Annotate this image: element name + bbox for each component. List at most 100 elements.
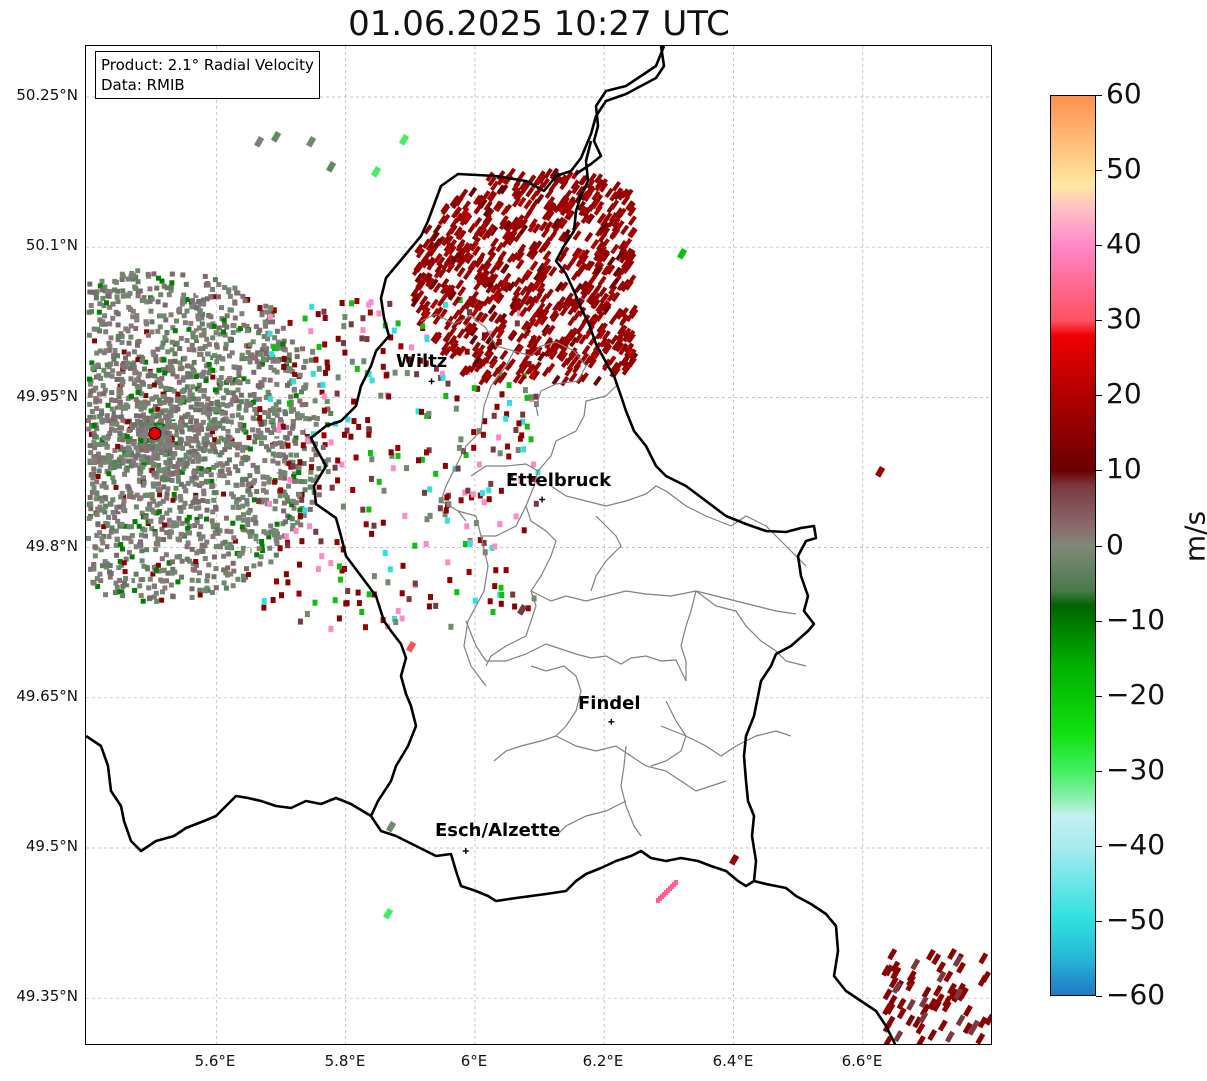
radar-echo-pixel <box>882 988 893 1001</box>
radar-echo-pixel <box>139 558 145 564</box>
canton-boundary <box>695 590 807 667</box>
radar-echo-pixel <box>155 328 161 334</box>
lon-tick-label: 6.2°E <box>582 1052 624 1070</box>
radar-echo-pixel <box>197 308 203 314</box>
radar-echo-pixel <box>280 344 286 350</box>
radar-echo-pixel <box>335 335 341 342</box>
radar-echo-pixel <box>620 356 630 367</box>
radar-echo-pixel <box>182 500 188 506</box>
radar-echo-pixel <box>148 437 154 443</box>
radar-echo-pixel <box>153 404 158 410</box>
radar-echo-pixel <box>427 512 433 519</box>
radar-echo-pixel <box>225 572 230 578</box>
radar-echo-pixel <box>123 452 129 458</box>
radar-echo-pixel <box>595 178 605 190</box>
radar-echo-pixel <box>122 433 127 439</box>
radar-echo-pixel <box>272 427 278 433</box>
radar-echo-pixel <box>420 252 430 264</box>
radar-echo-pixel <box>457 297 463 303</box>
radar-echo-pixel <box>247 533 253 539</box>
radar-echo-pixel <box>138 577 144 583</box>
radar-echo-pixel <box>236 505 242 510</box>
radar-echo-pixel <box>586 260 596 272</box>
radar-echo-pixel <box>296 590 302 597</box>
radar-echo-pixel <box>269 309 275 315</box>
radar-echo-pixel <box>198 425 204 431</box>
radar-echo-pixel <box>178 531 184 537</box>
radar-echo-pixel <box>163 460 169 465</box>
radar-echo-pixel <box>344 427 350 434</box>
radar-echo-pixel <box>471 347 481 359</box>
radar-echo-pixel <box>349 300 355 307</box>
radar-echo-pixel <box>214 406 220 412</box>
radar-echo-pixel <box>277 440 283 446</box>
radar-echo-pixel <box>533 240 543 251</box>
radar-echo-pixel <box>193 328 199 334</box>
radar-echo-pixel <box>495 328 505 340</box>
radar-echo-pixel <box>100 540 106 546</box>
radar-echo-pixel <box>303 416 309 421</box>
radar-echo-pixel <box>247 342 253 348</box>
radar-echo-pixel <box>469 241 479 252</box>
radar-echo-pixel <box>273 528 279 534</box>
radar-echo-pixel <box>521 527 527 534</box>
radar-echo-pixel <box>149 495 155 501</box>
radar-echo-pixel <box>264 309 270 315</box>
radar-echo-pixel <box>409 344 414 351</box>
radar-echo-pixel <box>325 364 331 371</box>
radar-echo-pixel <box>955 1014 966 1027</box>
radar-echo-pixel <box>536 286 546 298</box>
radar-echo-pixel <box>496 184 506 195</box>
radar-echo-pixel <box>620 224 630 236</box>
radar-echo-pixel <box>601 222 611 233</box>
radar-echo-pixel <box>143 533 148 539</box>
radar-echo-pixel <box>470 290 480 302</box>
radar-echo-pixel <box>259 312 265 318</box>
radar-echo-pixel <box>215 354 221 360</box>
radar-echo-pixel <box>98 375 104 381</box>
radar-echo-pixel <box>198 524 204 530</box>
radar-echo-pixel <box>348 321 354 328</box>
radar-echo-pixel <box>179 416 185 422</box>
radar-echo-pixel <box>575 324 585 335</box>
radar-echo-pixel <box>527 363 537 375</box>
radar-echo-pixel <box>462 489 468 496</box>
radar-map[interactable] <box>85 45 992 1045</box>
radar-echo-pixel <box>959 986 969 999</box>
radar-echo-pixel <box>490 237 500 248</box>
radar-echo-pixel <box>88 450 94 456</box>
radar-echo-pixel <box>287 514 293 520</box>
radar-echo-pixel <box>205 426 211 432</box>
radar-echo-pixel <box>270 423 276 429</box>
radar-echo-pixel <box>209 518 215 524</box>
radar-echo-pixel <box>126 578 132 584</box>
radar-echo-pixel <box>521 446 527 453</box>
radar-echo-pixel <box>608 211 618 223</box>
radar-echo-pixel <box>600 238 610 249</box>
radar-echo-pixel <box>588 274 598 285</box>
radar-echo-pixel <box>138 593 144 599</box>
radar-echo-pixel <box>283 571 289 578</box>
radar-echo-pixel <box>270 358 276 364</box>
radar-echo-pixel <box>531 595 537 602</box>
radar-echo-pixel <box>177 346 183 351</box>
radar-echo-pixel <box>200 409 206 415</box>
radar-echo-pixel <box>106 418 112 424</box>
radar-echo-pixel <box>137 478 143 484</box>
radar-echo-pixel <box>177 309 182 315</box>
radar-echo-pixel <box>342 313 348 320</box>
radar-echo-pixel <box>156 397 162 403</box>
radar-echo-pixel <box>462 269 472 281</box>
radar-echo-pixel <box>229 350 235 356</box>
radar-echo-pixel <box>181 292 187 298</box>
radar-echo-pixel <box>128 539 134 545</box>
radar-echo-pixel <box>260 548 265 553</box>
radar-echo-pixel <box>125 351 131 357</box>
radar-echo-pixel <box>116 390 122 396</box>
radar-echo-pixel <box>190 567 196 572</box>
radar-echo-pixel <box>470 306 480 318</box>
radar-echo-pixel <box>300 429 306 435</box>
radar-echo-pixel <box>195 458 201 464</box>
radar-echo-pixel <box>395 320 401 327</box>
radar-echo-pixel <box>147 576 153 582</box>
